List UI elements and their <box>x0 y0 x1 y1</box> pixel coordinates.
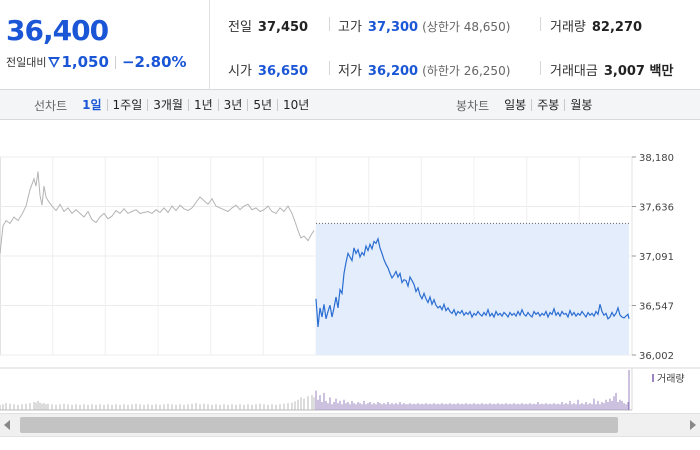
prev-day-price-line <box>0 171 315 254</box>
stat-divider <box>540 61 541 75</box>
stat-divider <box>329 61 330 75</box>
stat-trade-value-value: 3,007 백만 <box>603 64 674 79</box>
candle-monthly[interactable]: 월봉 <box>564 99 597 111</box>
period-toolbar: 선차트 1일 1주일 3개월 1년 3년 5년 10년 봉차트 일봉 주봉 월봉 <box>0 90 700 120</box>
stat-prev-close: 전일 37,450 <box>228 16 308 35</box>
scroll-thumb[interactable] <box>20 417 618 433</box>
stat-low: 저가 36,200 (하한가 26,250) <box>338 60 510 79</box>
stat-prev-close-value: 37,450 <box>257 20 309 35</box>
stat-low-label: 저가 <box>338 64 362 79</box>
stat-upper-limit: (상한가 48,650) <box>422 20 511 34</box>
y-tick-label: 36,547 <box>639 302 674 313</box>
y-tick-label: 37,636 <box>639 203 674 214</box>
stat-high: 고가 37,300 (상한가 48,650) <box>338 16 510 35</box>
stat-open-label: 시가 <box>228 64 252 79</box>
line-chart-title: 선차트 <box>34 98 68 113</box>
stat-volume-label: 거래량 <box>550 20 586 35</box>
stat-volume: 거래량 82,270 <box>550 16 642 35</box>
quote-panel: 36,400 전일대비 1,050 −2.80% 전일 37,450 고가 37… <box>0 0 700 90</box>
candle-weekly[interactable]: 주봉 <box>531 99 564 111</box>
volume-legend-swatch <box>652 374 654 382</box>
price-chart: 38,180 37,636 37,091 36,547 36,002 거래량 <box>0 153 700 411</box>
chart-lines <box>0 171 630 328</box>
y-tick-label: 37,091 <box>639 252 674 263</box>
y-tick-label: 38,180 <box>639 153 674 164</box>
stat-high-label: 고가 <box>338 20 362 35</box>
stat-divider <box>540 17 541 31</box>
volume-bars <box>0 370 630 410</box>
scroll-right-arrow-icon[interactable] <box>690 420 696 430</box>
candle-daily[interactable]: 일봉 <box>504 98 527 112</box>
change-amount: 1,050 <box>61 53 109 71</box>
chart-areas <box>316 222 629 355</box>
change-row: 전일대비 1,050 −2.80% <box>6 53 187 71</box>
stat-open: 시가 36,650 <box>228 60 308 79</box>
today-range-fill <box>316 223 629 355</box>
y-tick-label: 36,002 <box>639 351 674 362</box>
stat-trade-value: 거래대금 3,007 백만 <box>550 60 673 79</box>
stat-low-value: 36,200 <box>367 64 419 79</box>
candle-chart-periods: 봉차트 일봉 주봉 월봉 <box>456 90 597 120</box>
scroll-left-arrow-icon[interactable] <box>4 420 10 430</box>
stat-divider <box>329 17 330 31</box>
chart-scrollbar[interactable] <box>0 413 700 437</box>
down-triangle-icon <box>48 56 61 68</box>
stat-open-value: 36,650 <box>257 64 309 79</box>
today-price-line <box>315 236 630 328</box>
stat-lower-limit: (하한가 26,250) <box>422 64 511 78</box>
stat-prev-close-label: 전일 <box>228 20 252 35</box>
period-1y[interactable]: 1년 <box>187 99 218 111</box>
stat-high-value: 37,300 <box>367 20 419 35</box>
volume-legend-label: 거래량 <box>657 373 685 385</box>
change-divider <box>114 55 116 69</box>
change-percent: −2.80% <box>121 53 187 71</box>
period-1w[interactable]: 1주일 <box>106 99 148 111</box>
change-label: 전일대비 <box>6 56 47 69</box>
price-box: 36,400 전일대비 1,050 −2.80% <box>0 0 210 90</box>
stat-volume-value: 82,270 <box>591 20 643 35</box>
volume-legend: 거래량 <box>652 373 685 385</box>
line-chart-periods: 선차트 1일 1주일 3개월 1년 3년 5년 10년 <box>34 90 314 120</box>
period-3y[interactable]: 3년 <box>217 99 248 111</box>
period-1d[interactable]: 1일 <box>82 98 102 112</box>
y-axis-ticks: 38,180 37,636 37,091 36,547 36,002 <box>632 153 674 362</box>
stat-trade-value-label: 거래대금 <box>550 64 598 79</box>
period-10y[interactable]: 10년 <box>277 99 314 111</box>
period-3m[interactable]: 3개월 <box>147 99 188 111</box>
current-price: 36,400 <box>6 14 109 47</box>
period-5y[interactable]: 5년 <box>247 99 277 111</box>
candle-chart-title: 봉차트 <box>456 98 490 113</box>
